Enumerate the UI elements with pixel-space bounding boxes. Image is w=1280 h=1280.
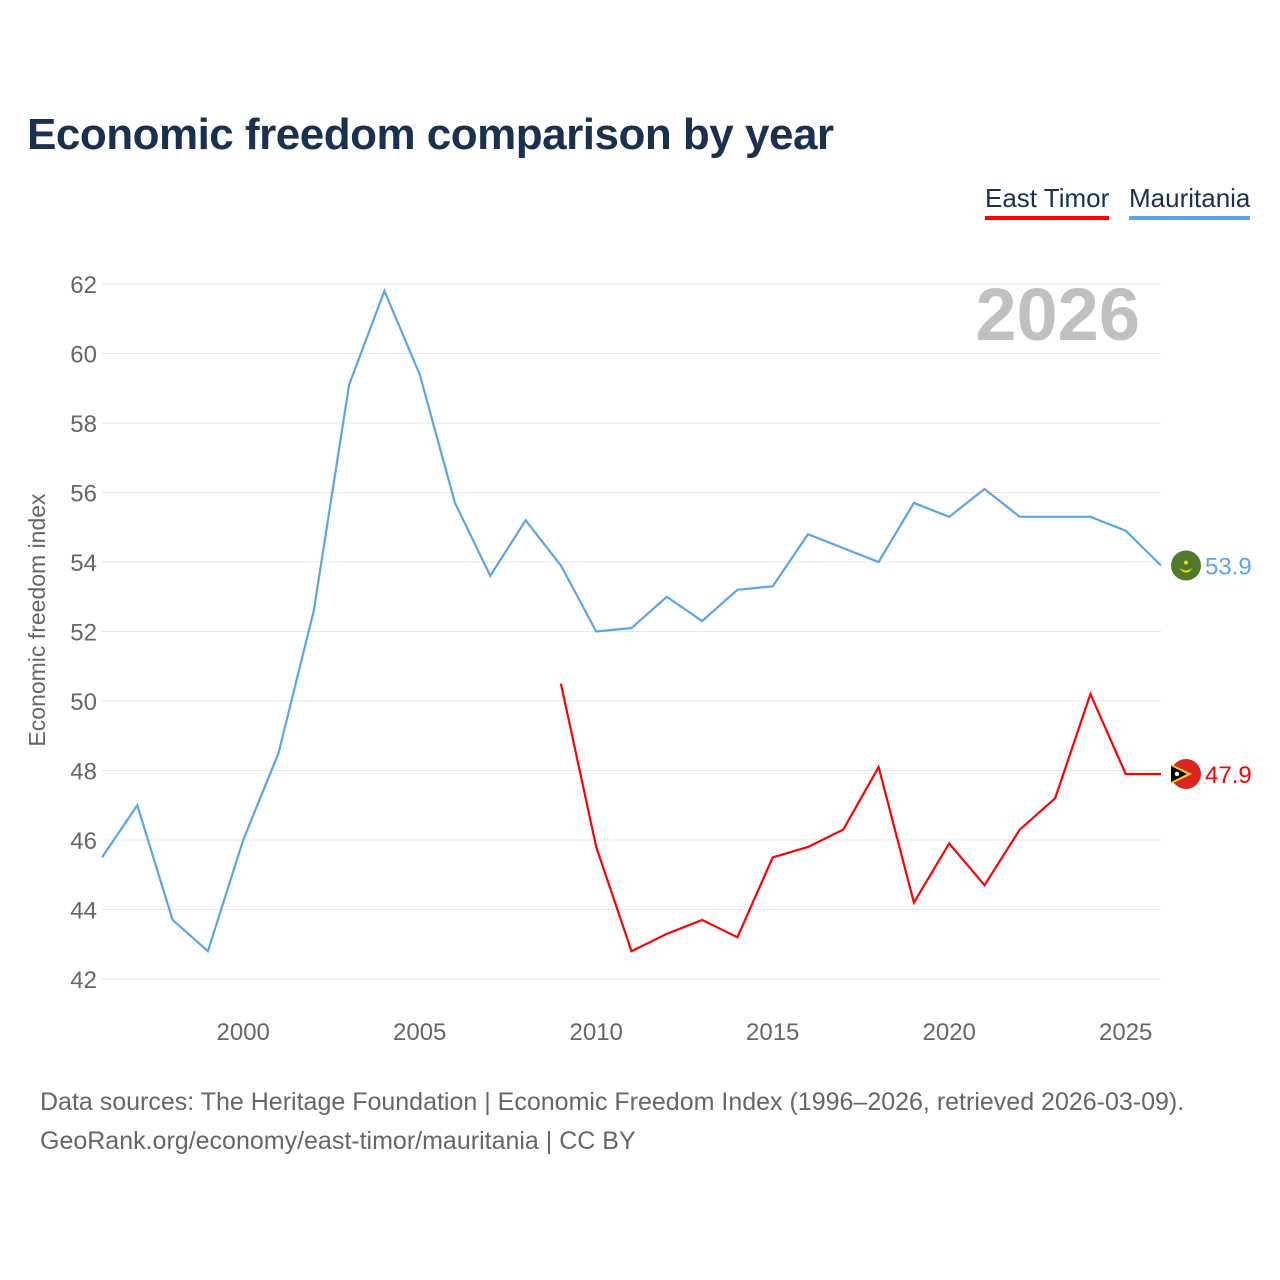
x-tick-label: 2000 xyxy=(217,1019,270,1046)
x-tick-label: 2020 xyxy=(923,1019,976,1046)
year-watermark: 2026 xyxy=(975,273,1140,356)
y-tick-label: 60 xyxy=(70,342,97,369)
y-tick-label: 48 xyxy=(70,759,97,786)
y-tick-label: 50 xyxy=(70,689,97,716)
x-tick-label: 2015 xyxy=(746,1019,799,1046)
series-line-east-timor xyxy=(559,683,1161,953)
y-tick-label: 56 xyxy=(70,481,97,508)
chart-title: Economic freedom comparison by year xyxy=(27,110,834,159)
footer-attribution: GeoRank.org/economy/east-timor/mauritani… xyxy=(40,1127,636,1155)
y-tick-label: 62 xyxy=(70,272,97,299)
x-tick-label: 2010 xyxy=(570,1019,623,1046)
legend-east-timor[interactable]: East Timor xyxy=(985,183,1110,220)
y-tick-label: 42 xyxy=(70,967,97,994)
footer-sources: Data sources: The Heritage Foundation | … xyxy=(40,1088,1185,1116)
y-tick-label: 44 xyxy=(70,898,97,925)
y-axis-label: Economic freedom index xyxy=(24,493,50,747)
y-tick-label: 46 xyxy=(70,828,97,855)
x-tick-label: 2005 xyxy=(393,1019,446,1046)
y-tick-label: 58 xyxy=(70,411,97,438)
legend-mauritania[interactable]: Mauritania xyxy=(1129,183,1251,220)
flag-crescent xyxy=(1180,566,1192,573)
y-tick-label: 54 xyxy=(70,550,97,577)
end-value-label: 53.9 xyxy=(1205,553,1252,580)
y-tick-label: 52 xyxy=(70,620,97,647)
flag-star xyxy=(1174,771,1180,777)
series-line-mauritania xyxy=(101,287,1162,954)
mauritania-flag xyxy=(1171,550,1201,581)
flag-star xyxy=(1184,560,1188,565)
end-value-label: 47.9 xyxy=(1205,762,1252,789)
x-tick-label: 2025 xyxy=(1099,1019,1152,1046)
